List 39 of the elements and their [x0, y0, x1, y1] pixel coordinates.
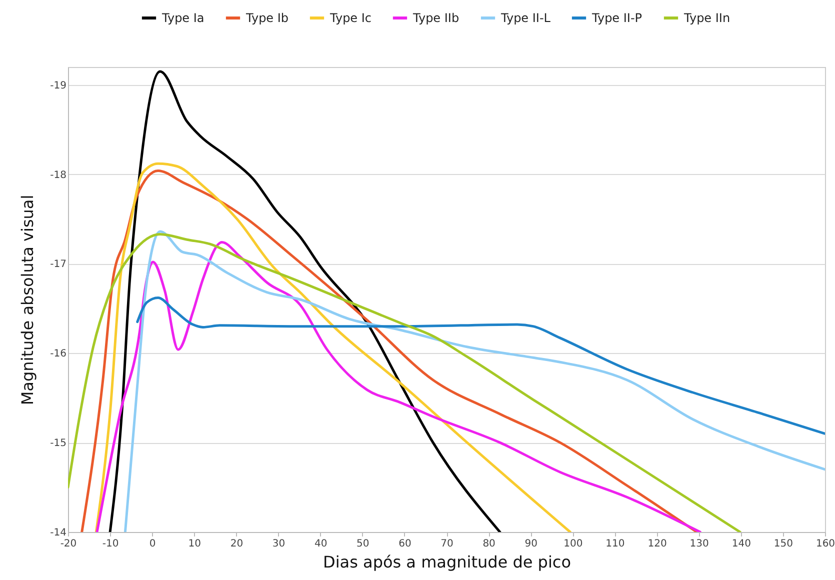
x-tick-label: 20	[230, 538, 244, 550]
x-tick-label: 80	[482, 538, 496, 550]
x-tick-label: 130	[690, 538, 709, 550]
legend-label: Type Ic	[329, 11, 372, 25]
x-tick-label: 150	[774, 538, 793, 550]
y-tick-label: -19	[50, 80, 66, 92]
x-tick-label: 70	[440, 538, 454, 550]
legend-label: Type II-L	[500, 11, 551, 25]
legend-label: Type II-P	[591, 11, 642, 25]
x-tick-label: 100	[564, 538, 583, 550]
legend-label: Type IIb	[412, 11, 460, 25]
y-tick-label: -18	[50, 170, 66, 181]
line-series	[80, 169, 698, 532]
y-tick-label: -16	[50, 348, 66, 360]
y-tick-label: -14	[50, 528, 66, 538]
x-tick-label: 50	[356, 538, 370, 550]
legend-label: Type Ib	[245, 11, 289, 25]
x-tick-label: 90	[524, 538, 538, 550]
legend-label: Type Ia	[161, 11, 204, 25]
x-tick-label: 30	[272, 538, 286, 550]
line-series	[94, 162, 572, 532]
x-tick-label: -20	[60, 538, 77, 550]
x-tick-label: 60	[398, 538, 412, 550]
y-axis-title: Magnitude absoluta visual	[18, 194, 38, 406]
y-tick-label: -17	[50, 259, 66, 270]
x-tick-label: 120	[648, 538, 667, 550]
x-axis-title: Dias após a magnitude de pico	[323, 552, 571, 572]
x-tick-label: 160	[816, 538, 835, 550]
x-tick-label: -10	[102, 538, 119, 550]
line-series	[136, 296, 825, 435]
line-series	[124, 230, 825, 532]
line-series	[108, 70, 502, 532]
x-tick-label: 0	[149, 538, 156, 550]
x-tick-label: 140	[732, 538, 751, 550]
legend-label: Type IIn	[683, 11, 730, 25]
x-tick-label: 40	[314, 538, 328, 550]
y-tick-label: -15	[50, 438, 66, 450]
x-tick-label: 10	[188, 538, 202, 550]
x-tick-label: 110	[606, 538, 625, 550]
